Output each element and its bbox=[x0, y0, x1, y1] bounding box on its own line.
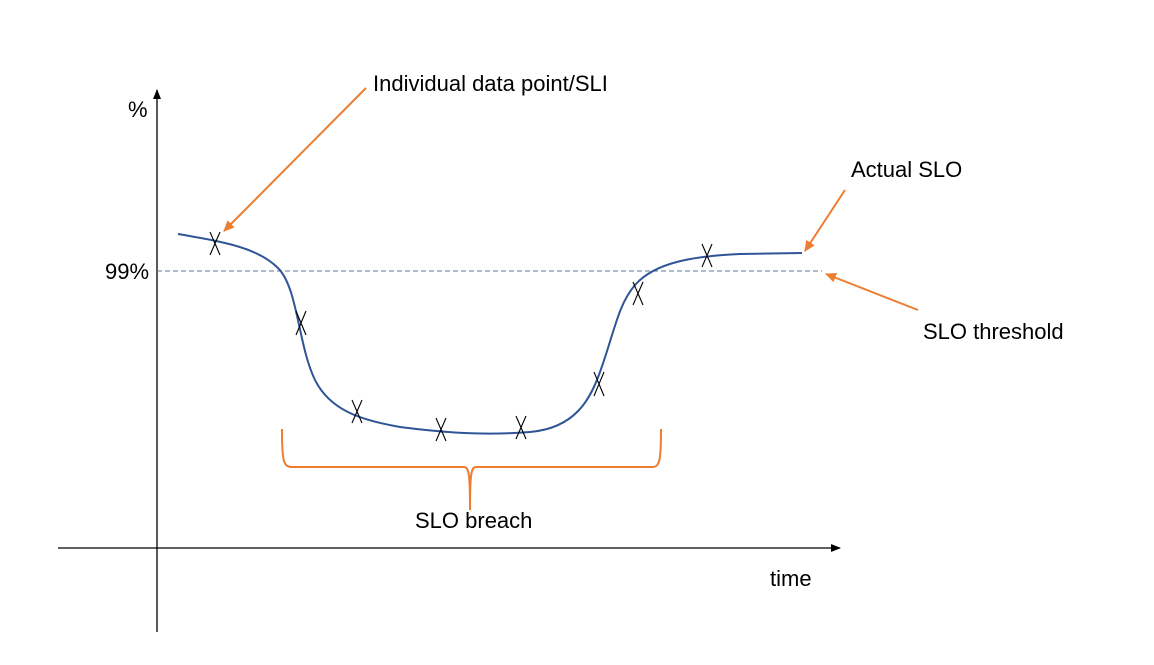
y-axis-label: % bbox=[128, 97, 148, 122]
actual-slo-annotation: Actual SLO bbox=[851, 157, 962, 182]
data-point-annotation: Individual data point/SLI bbox=[373, 71, 608, 96]
slo-breach-annotation: SLO breach bbox=[415, 508, 532, 533]
slo-curve bbox=[177, 233, 803, 435]
actual-slo-pointer-arrow bbox=[804, 189, 846, 252]
slo-threshold-pointer-arrow bbox=[825, 272, 919, 311]
data-point-markers bbox=[209, 231, 713, 442]
data-point-marker bbox=[632, 281, 644, 306]
data-point-pointer-arrow bbox=[223, 87, 367, 232]
data-point-marker bbox=[435, 417, 447, 442]
data-point-marker bbox=[295, 310, 307, 336]
data-point-marker bbox=[701, 243, 713, 268]
data-point-marker bbox=[209, 231, 221, 256]
slo-threshold-annotation: SLO threshold bbox=[923, 319, 1064, 344]
threshold-tick-label: 99% bbox=[105, 259, 149, 284]
x-axis-label: time bbox=[770, 566, 812, 591]
data-point-marker bbox=[351, 399, 363, 424]
data-point-marker bbox=[593, 371, 605, 397]
slo-breach-brace bbox=[281, 428, 662, 511]
data-point-marker bbox=[515, 415, 527, 440]
